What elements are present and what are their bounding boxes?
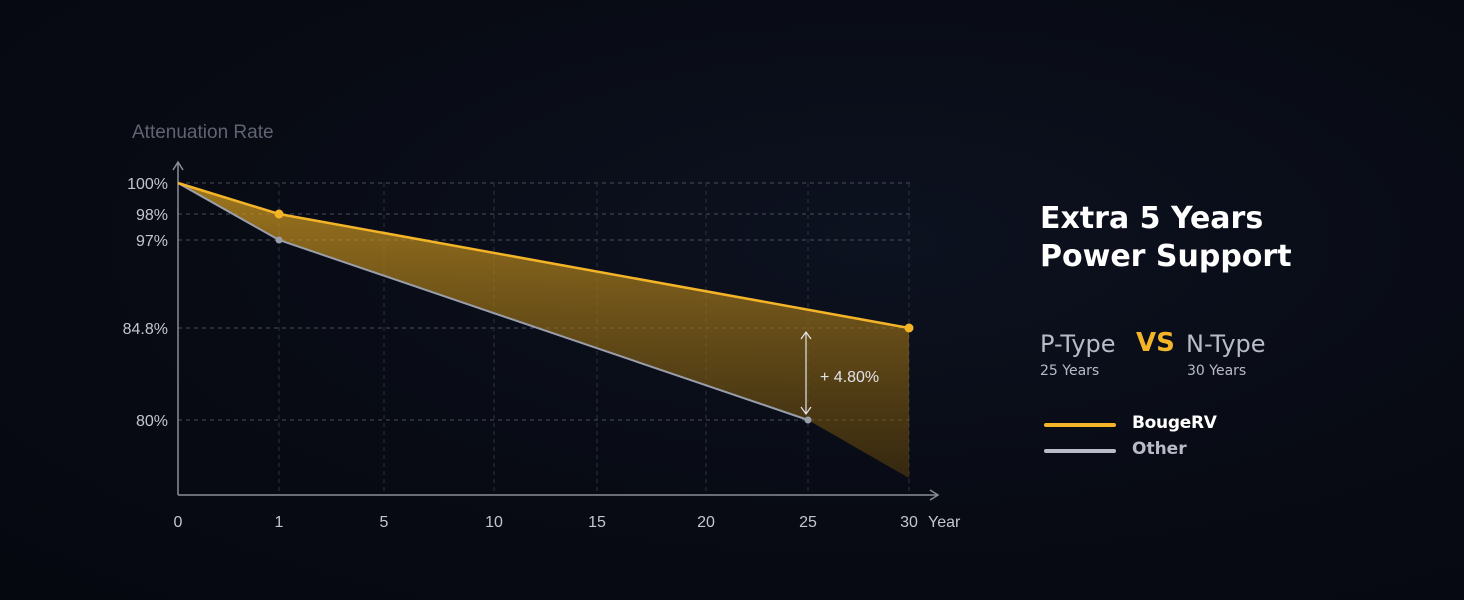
ptype-label: P-Type (1040, 330, 1116, 358)
x-tick-label: 15 (588, 514, 606, 531)
x-tick-label: 0 (174, 514, 183, 531)
annotation-label: + 4.80% (820, 369, 879, 386)
headline-line-2: Power Support (1040, 239, 1292, 274)
point-brand (904, 323, 914, 333)
markers (274, 209, 914, 424)
attenuation-chart: Attenuation Rate 100%98%97%84.8%80%0 1 5 10… (123, 122, 961, 531)
headline-line-1: Extra 5 Years (1040, 201, 1264, 236)
y-tick-label: 80% (136, 413, 168, 430)
tick-labels: 100%98%97%84.8%80%0 1 5 10 15 20 25 30 Year (123, 176, 961, 531)
x-tick-label: 10 (485, 514, 503, 531)
x-tick-label: 5 (380, 514, 389, 531)
gap-area (178, 183, 909, 478)
point-other (275, 236, 283, 244)
legend-swatch-other (1044, 449, 1116, 453)
y-axis-title: Attenuation Rate (132, 122, 274, 143)
y-tick-label: 84.8% (123, 321, 168, 338)
ntype-label: N-Type (1186, 330, 1266, 358)
annotation: + 4.80% (800, 330, 879, 416)
x-tick-label: 1 (275, 514, 284, 531)
info-panel: Extra 5 Years Power Support P-Type VS N-… (1040, 200, 1420, 459)
type-comparison: P-Type VS N-Type 25 Years 30 Years (1040, 328, 1340, 390)
legend: BougeRV Other (1044, 412, 1344, 464)
point-brand (274, 209, 284, 219)
annotation-arrow-up-icon (800, 330, 812, 340)
x-tick-label: 20 (697, 514, 715, 531)
x-tick-label: 30 (900, 514, 918, 531)
vs-label: VS (1136, 328, 1175, 358)
annotation-arrow-down-icon (800, 406, 812, 416)
ptype-years: 25 Years (1040, 363, 1100, 379)
x-axis-arrow-icon (929, 489, 940, 501)
x-tick-label: 25 (799, 514, 817, 531)
point-other (804, 416, 812, 424)
x-axis-title: Year (928, 514, 961, 531)
y-axis-arrow-icon (172, 160, 184, 171)
ntype-years: 30 Years (1187, 363, 1247, 379)
gap-fill (178, 183, 909, 478)
legend-label-other: Other (1132, 439, 1187, 459)
legend-item-other: Other (1044, 438, 1344, 464)
legend-swatch-brand (1044, 423, 1116, 427)
y-tick-label: 100% (127, 176, 168, 193)
axes (172, 160, 940, 501)
legend-label-brand: BougeRV (1132, 413, 1217, 433)
legend-item-brand: BougeRV (1044, 412, 1344, 438)
y-tick-label: 97% (136, 233, 168, 250)
y-tick-label: 98% (136, 207, 168, 224)
